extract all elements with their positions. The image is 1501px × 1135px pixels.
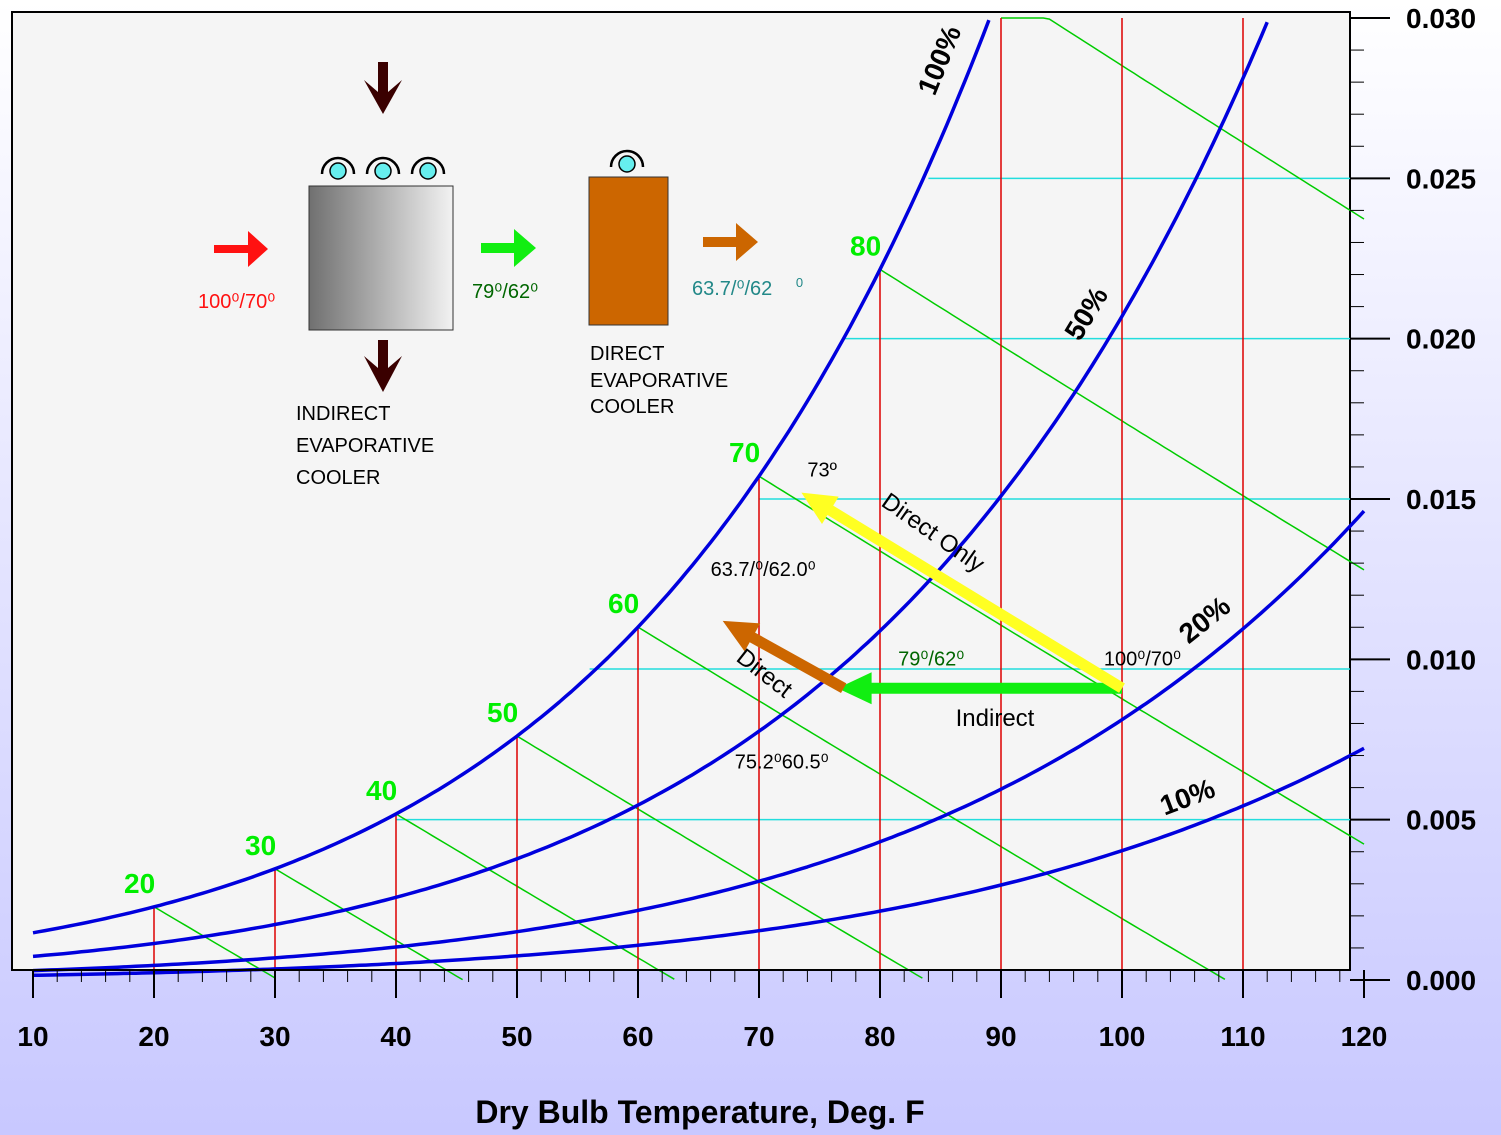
wet-bulb-label: 60 xyxy=(608,588,639,619)
state-point-label: 73º xyxy=(807,460,837,482)
wet-bulb-label: 70 xyxy=(729,437,760,468)
wet-bulb-line xyxy=(395,813,675,980)
humidity-lines xyxy=(396,177,1350,821)
axes: 10 20 30 40 50 60 70 80 90 100 110 120 0.000 0.005 0.0… xyxy=(12,3,1476,1052)
wet-bulb-line xyxy=(637,626,1226,980)
wet-bulb-line xyxy=(153,906,276,979)
rh-curve xyxy=(32,509,1366,973)
rh-curve xyxy=(32,19,991,935)
wet-bulb-line xyxy=(1001,17,1365,220)
wet-bulb-label: 30 xyxy=(245,830,276,861)
x-tick-label: 60 xyxy=(622,1021,653,1052)
direct-cooler-label: DIRECT EVAPORATIVE COOLER xyxy=(590,343,734,418)
y-tick-label: 0.010 xyxy=(1406,644,1476,675)
x-tick-label: 90 xyxy=(985,1021,1016,1052)
state-point-label: 100⁰/70⁰ xyxy=(1104,649,1181,671)
direct-out-label: 63.7/⁰/62 0 xyxy=(692,275,803,300)
indirect-out-arrow-icon xyxy=(481,229,536,267)
fan-icon xyxy=(320,156,356,180)
process-label: Indirect xyxy=(956,705,1035,732)
y-tick-label: 0.030 xyxy=(1406,3,1476,34)
process-arrow-direct-only xyxy=(801,492,1125,693)
x-tick-label: 20 xyxy=(138,1021,169,1052)
process-arrow-direct xyxy=(722,620,847,693)
y-tick-label: 0.020 xyxy=(1406,324,1476,355)
wet-bulb-line xyxy=(516,735,923,979)
wet-bulb-label: 20 xyxy=(124,868,155,899)
direct-cooler-box xyxy=(588,176,669,326)
inlet-arrow-icon xyxy=(214,231,268,267)
direct-out-arrow-icon xyxy=(703,223,758,261)
y-tick-label: 0.005 xyxy=(1406,805,1476,836)
x-tick-label: 70 xyxy=(743,1021,774,1052)
indirect-cooler-label: INDIRECT EVAPORATIVE COOLER xyxy=(296,403,440,489)
process-arrows xyxy=(722,492,1125,705)
fan-icon xyxy=(609,149,645,173)
y-tick-label: 0.000 xyxy=(1406,965,1476,996)
x-tick-label: 40 xyxy=(380,1021,411,1052)
state-point-label: 63.7/⁰/62.0⁰ xyxy=(711,559,816,581)
fan-icon xyxy=(410,156,446,180)
rh-curve xyxy=(32,21,1269,959)
dry-bulb-lines xyxy=(153,18,1244,970)
plot-area xyxy=(11,11,1351,971)
x-tick-label: 80 xyxy=(864,1021,895,1052)
x-tick-label: 120 xyxy=(1341,1021,1388,1052)
indirect-out-label: 79⁰/62⁰ xyxy=(472,281,538,303)
wet-bulb-label: 80 xyxy=(850,230,881,261)
x-axis-title: Dry Bulb Temperature, Deg. F xyxy=(475,1094,924,1130)
fan-icon xyxy=(365,156,401,180)
wet-bulb-line xyxy=(758,475,1365,845)
process-arrow-indirect xyxy=(837,672,1122,705)
state-point-label: 75.2⁰60.5⁰ xyxy=(735,751,829,773)
wet-bulb-lines xyxy=(153,17,1365,981)
indirect-cooler-box xyxy=(308,185,454,331)
y-tick-label: 0.015 xyxy=(1406,484,1476,515)
inlet-label: 100⁰/70⁰ xyxy=(198,291,275,313)
wet-bulb-label: 50 xyxy=(487,697,518,728)
wet-bulb-label: 40 xyxy=(366,775,397,806)
cooler-schematic: 100⁰/70⁰ INDIRECT EVAPORATIVE COOLER 79⁰… xyxy=(198,62,803,489)
x-tick-label: 110 xyxy=(1220,1021,1265,1052)
chart-labels: 20304050607080100%50%20%10%IndirectDirec… xyxy=(124,21,1236,899)
x-tick-label: 50 xyxy=(501,1021,532,1052)
x-tick-label: 30 xyxy=(259,1021,290,1052)
state-point-label: 79⁰/62⁰ xyxy=(898,649,964,671)
exhaust-down-arrow-bottom-icon xyxy=(364,340,402,392)
exhaust-down-arrow-top-icon xyxy=(364,62,402,114)
x-tick-label: 10 xyxy=(17,1021,48,1052)
x-tick-label: 100 xyxy=(1099,1021,1146,1052)
y-tick-label: 0.025 xyxy=(1406,163,1476,194)
